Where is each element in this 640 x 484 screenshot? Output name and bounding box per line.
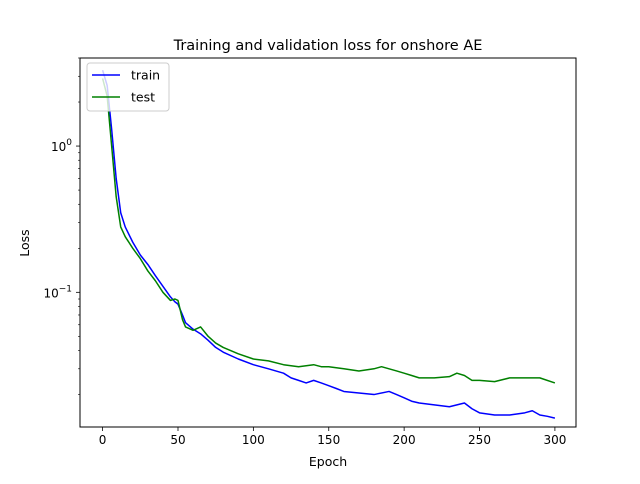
y-axis-ticks: 100 10−1 bbox=[43, 57, 80, 395]
x-tick-label: 0 bbox=[99, 433, 107, 447]
x-tick-label: 50 bbox=[170, 433, 185, 447]
legend: train test bbox=[86, 62, 170, 112]
y-tick-label: 10−1 bbox=[43, 284, 72, 300]
x-tick-label: 250 bbox=[468, 433, 491, 447]
y-tick-label: 100 bbox=[51, 138, 72, 154]
plot-frame bbox=[79, 57, 577, 428]
chart-title: Training and validation loss for onshore… bbox=[173, 38, 483, 54]
y-axis-label: Loss bbox=[17, 229, 32, 256]
series-line-test bbox=[101, 78, 556, 384]
x-axis-ticks: 0 50 100 150 200 250 300 bbox=[99, 427, 566, 447]
legend-label-train: train bbox=[131, 68, 160, 83]
x-tick-label: 300 bbox=[543, 433, 566, 447]
legend-label-test: test bbox=[131, 90, 155, 105]
x-tick-label: 100 bbox=[242, 433, 265, 447]
x-axis-label: Epoch bbox=[309, 454, 347, 469]
x-tick-label: 200 bbox=[393, 433, 416, 447]
series-line-train bbox=[101, 70, 556, 419]
plot-area bbox=[101, 70, 556, 419]
x-tick-label: 150 bbox=[317, 433, 340, 447]
